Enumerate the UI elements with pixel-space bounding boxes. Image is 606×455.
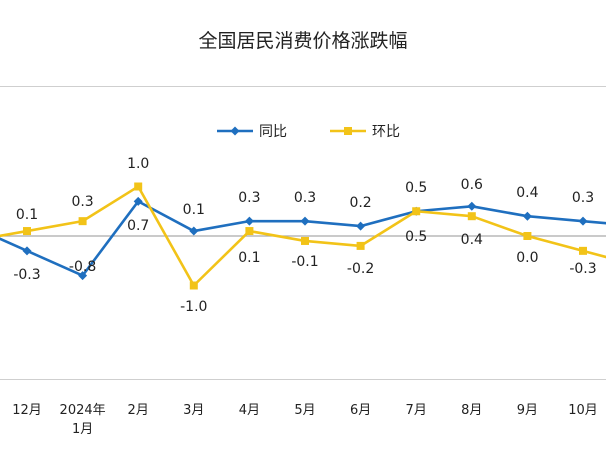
data-label: 0.6 [461,177,483,193]
x-tick-label: 4月 [239,403,260,418]
point-marker [412,207,421,216]
x-tick-label: 8月 [461,403,482,418]
x-tick-label: 5月 [294,403,315,418]
x-tick-label: 1月 [72,422,93,437]
point-marker [23,227,31,236]
x-tick-label: 2024年 [60,403,106,418]
point-marker [78,271,88,281]
legend-marker [344,127,352,135]
point-marker [467,212,476,221]
point-marker [133,196,143,206]
point-marker [579,246,587,255]
data-label: 0.4 [516,185,538,201]
data-label: 0.7 [127,218,149,234]
data-label: 0.5 [405,229,427,245]
data-label: 0.1 [238,250,260,266]
point-marker [189,226,199,236]
data-label: 0.3 [294,190,316,206]
x-tick-label: 12月 [12,403,42,418]
data-label: 0.5 [405,180,427,196]
data-label: 0.2 [349,195,371,211]
point-marker [356,221,366,231]
legend-label: 同比 [259,124,287,140]
data-label: 0.4 [461,232,483,248]
x-tick-label: 10月 [568,403,598,418]
x-tick-label: 7月 [406,403,427,418]
legend-label: 环比 [372,124,400,140]
legend-marker [230,126,240,136]
data-label: 0.1 [16,207,38,223]
x-tick-label: 2月 [128,403,149,418]
data-label: 0.0 [516,250,538,266]
data-label: -1.0 [180,299,207,315]
point-marker [78,217,87,226]
data-label: -0.3 [569,261,596,277]
x-tick-label: 9月 [517,403,538,418]
point-marker [467,201,477,211]
point-marker [244,216,254,226]
chart-title: 全国居民消费价格涨跌幅 [198,30,408,52]
data-label: -0.1 [291,254,318,270]
point-marker [523,232,532,240]
x-tick-label: 6月 [350,403,371,418]
point-marker [356,241,365,250]
point-marker [301,236,309,245]
x-tick-label: 3月 [183,403,204,418]
data-label: -0.8 [69,259,96,275]
point-marker [300,216,310,226]
point-marker [134,182,143,191]
data-label: 1.0 [127,156,149,172]
point-marker [22,246,32,256]
data-label: 0.1 [183,202,205,218]
data-label: 0.3 [238,190,260,206]
data-label: 0.3 [71,194,93,210]
point-marker [245,227,254,236]
point-marker [578,216,588,226]
plot-frame [0,86,606,380]
point-marker [189,281,198,290]
point-marker [522,211,532,221]
data-label: 0.3 [572,190,594,206]
data-label: -0.3 [13,267,40,283]
data-label: -0.2 [347,261,374,277]
